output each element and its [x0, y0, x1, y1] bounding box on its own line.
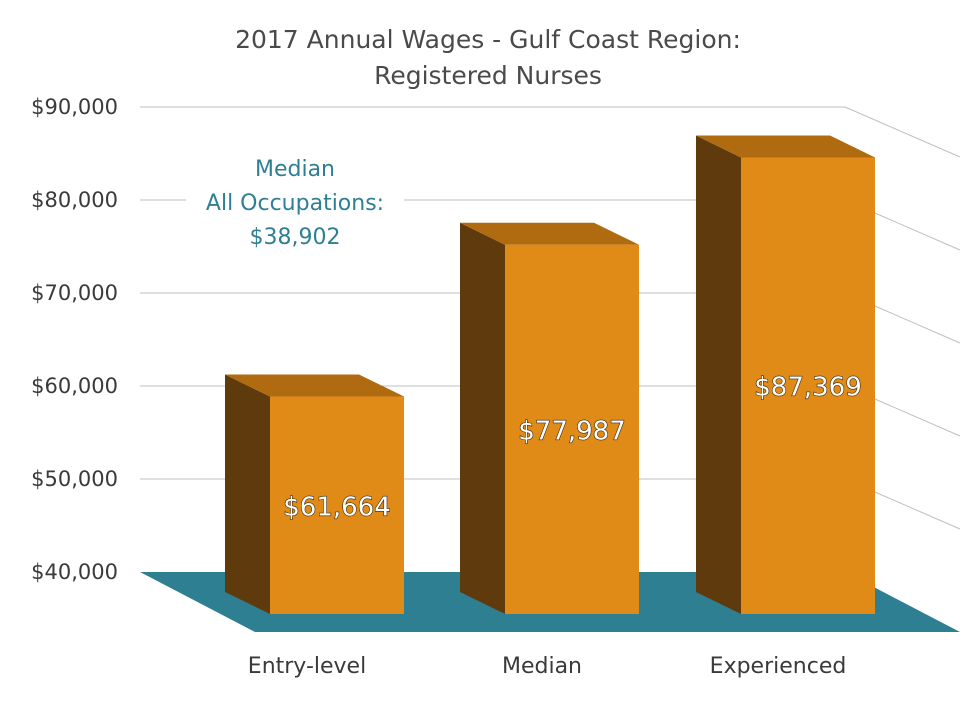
bar: [270, 396, 404, 614]
bar: [741, 157, 875, 614]
y-tick-label: $80,000: [31, 188, 118, 212]
x-axis-categories: Entry-level Median Experienced: [248, 654, 847, 679]
x-category-label: Entry-level: [248, 654, 366, 679]
chart-title-line-2: Registered Nurses: [374, 61, 602, 90]
bar-side-face: [225, 374, 270, 614]
annotation-line-3: $38,902: [250, 225, 341, 250]
annotation-background: [186, 150, 404, 254]
bar-side-face: [696, 135, 741, 614]
y-tick-label: $40,000: [31, 560, 118, 584]
bars: $61,664 $77,987 $87,369: [225, 135, 875, 615]
y-tick-label: $70,000: [31, 281, 118, 305]
x-category-label: Experienced: [710, 654, 847, 679]
bar-value-label: $61,664: [283, 492, 391, 522]
annotation-line-1: Median: [255, 157, 335, 182]
bar: [505, 244, 639, 615]
x-category-label: Median: [502, 654, 582, 679]
bar-top-face: [225, 374, 404, 397]
annotation-line-2: All Occupations:: [206, 191, 384, 216]
y-axis-ticks: $40,000 $50,000 $60,000 $70,000 $80,000 $90,0…: [31, 95, 118, 584]
bar-top-face: [696, 135, 875, 158]
y-tick-label: $90,000: [31, 95, 118, 119]
y-tick-label: $50,000: [31, 467, 118, 491]
chart-title-line-1: 2017 Annual Wages - Gulf Coast Region:: [235, 25, 741, 54]
bar-value-label: $77,987: [518, 416, 626, 446]
gridline-side: [844, 106, 961, 158]
bar-value-label: $87,369: [754, 373, 862, 403]
y-tick-label: $60,000: [31, 374, 118, 398]
bar-side-face: [460, 222, 505, 615]
bar-top-face: [460, 222, 639, 245]
